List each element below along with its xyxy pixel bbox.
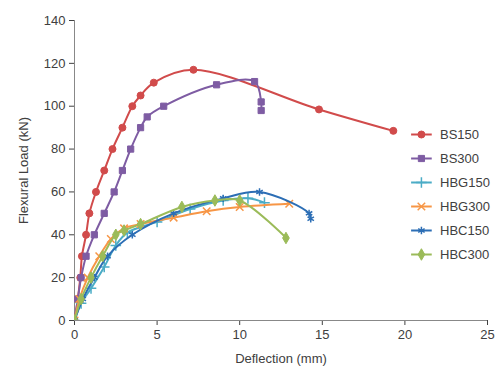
- svg-text:HBC300: HBC300: [440, 247, 489, 262]
- svg-text:0: 0: [71, 327, 78, 342]
- svg-text:Deflection (mm): Deflection (mm): [235, 351, 327, 366]
- svg-text:Flexural Load (kN): Flexural Load (kN): [16, 117, 31, 224]
- svg-text:60: 60: [51, 184, 65, 199]
- svg-text:HBG150: HBG150: [440, 175, 490, 190]
- svg-text:100: 100: [44, 98, 66, 113]
- svg-text:HBG300: HBG300: [440, 199, 490, 214]
- svg-text:15: 15: [315, 327, 329, 342]
- svg-text:80: 80: [51, 141, 65, 156]
- svg-text:0: 0: [58, 313, 65, 328]
- svg-text:120: 120: [44, 56, 66, 71]
- svg-text:BS300: BS300: [440, 151, 479, 166]
- svg-text:20: 20: [51, 270, 65, 285]
- svg-text:HBC150: HBC150: [440, 223, 489, 238]
- svg-text:140: 140: [44, 13, 66, 28]
- svg-text:10: 10: [232, 327, 246, 342]
- svg-text:20: 20: [398, 327, 412, 342]
- svg-text:5: 5: [153, 327, 160, 342]
- svg-text:40: 40: [51, 227, 65, 242]
- svg-text:BS150: BS150: [440, 127, 479, 142]
- svg-text:25: 25: [480, 327, 494, 342]
